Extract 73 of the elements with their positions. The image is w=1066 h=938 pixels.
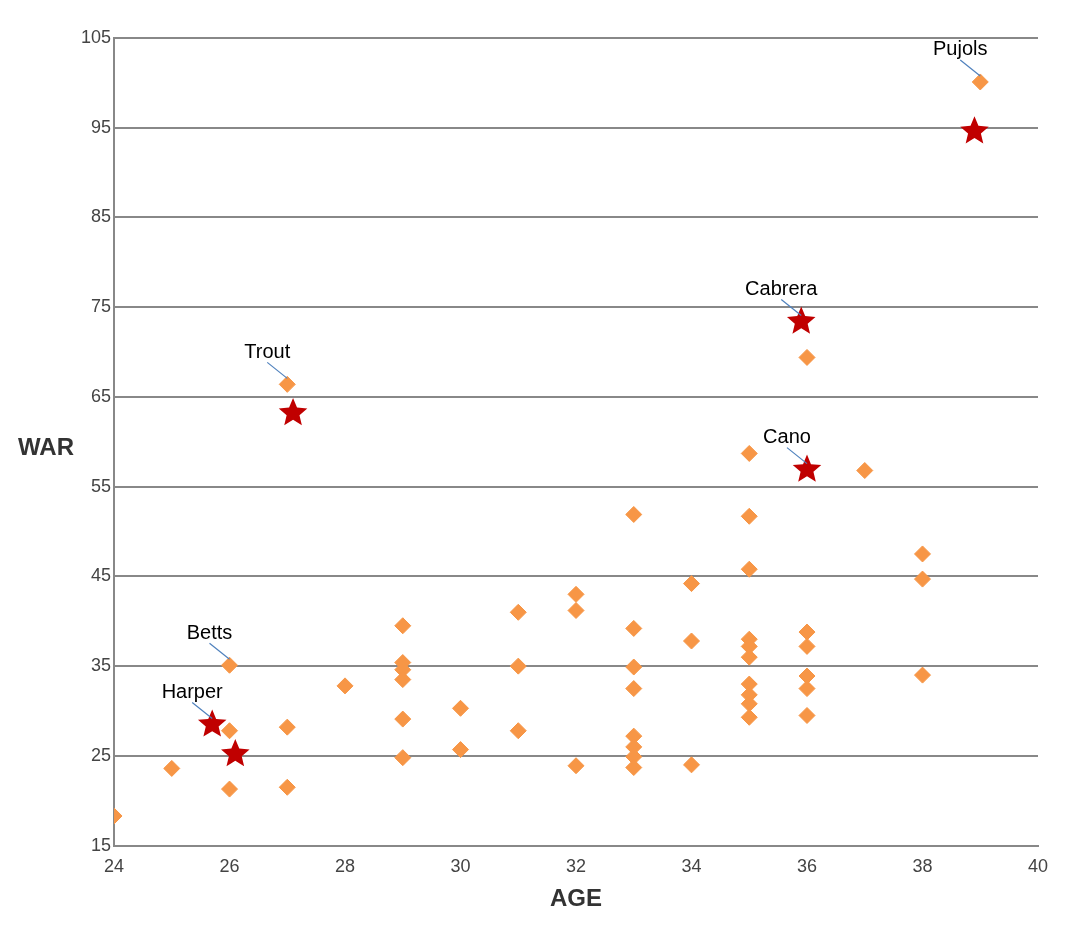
y-tick-label: 35 <box>91 655 112 676</box>
point <box>278 398 308 426</box>
point <box>683 575 701 593</box>
point <box>394 710 412 728</box>
point <box>221 780 239 798</box>
point <box>683 756 701 774</box>
annotation: Trout <box>244 339 291 362</box>
annotation: Betts <box>186 620 233 643</box>
y-axis-title: WAR <box>18 433 74 461</box>
y-tick-label: 85 <box>91 206 112 227</box>
point <box>971 73 989 91</box>
point <box>278 718 296 736</box>
point <box>740 708 758 726</box>
point <box>786 306 816 334</box>
point <box>394 749 412 767</box>
point <box>740 444 758 462</box>
point <box>567 757 585 775</box>
point <box>625 658 643 676</box>
point <box>914 545 931 563</box>
point <box>798 623 816 641</box>
x-tick-label: 40 <box>1027 856 1049 877</box>
point <box>509 722 527 740</box>
point <box>197 709 227 737</box>
point <box>960 116 989 144</box>
point <box>567 585 585 603</box>
y-tick-label: 55 <box>91 475 112 496</box>
point <box>683 632 701 650</box>
point <box>509 603 527 621</box>
point <box>394 617 412 635</box>
point <box>221 656 239 674</box>
annotation: Pujols <box>933 37 988 60</box>
point <box>509 657 527 675</box>
point <box>914 666 931 684</box>
x-tick-label: 28 <box>335 856 356 877</box>
point <box>452 741 470 759</box>
annotation: Cano <box>763 425 811 448</box>
annotation: Harper <box>161 679 224 702</box>
point <box>798 637 816 655</box>
annotation: Cabrera <box>745 277 819 300</box>
x-tick-label: 24 <box>104 856 125 877</box>
x-tick-label: 26 <box>219 856 240 877</box>
point <box>221 722 239 740</box>
y-tick-label: 15 <box>91 834 112 855</box>
y-tick-label: 65 <box>91 385 112 406</box>
point <box>914 570 931 588</box>
y-tick-label: 75 <box>91 296 112 317</box>
x-tick-label: 36 <box>796 856 818 877</box>
x-tick-label: 30 <box>450 856 471 877</box>
x-axis-title: AGE <box>550 884 603 912</box>
y-tick-label: 105 <box>80 26 112 47</box>
point <box>278 778 296 796</box>
x-tick-label: 38 <box>912 856 933 877</box>
point <box>278 375 296 393</box>
y-tick-label: 25 <box>91 744 112 765</box>
point <box>163 759 181 777</box>
point <box>792 454 822 482</box>
point <box>856 462 874 480</box>
point <box>798 706 816 724</box>
x-tick-label: 32 <box>566 856 587 877</box>
point <box>625 505 643 523</box>
point <box>221 739 250 767</box>
point <box>740 560 758 578</box>
point <box>567 602 585 619</box>
point <box>625 619 643 637</box>
point <box>625 680 643 698</box>
point <box>798 680 816 698</box>
y-tick-label: 95 <box>91 116 112 137</box>
x-tick-label: 34 <box>681 856 702 877</box>
point <box>336 677 354 695</box>
point <box>452 699 470 717</box>
point <box>740 507 758 525</box>
y-tick-label: 45 <box>91 565 112 586</box>
point <box>798 348 816 366</box>
